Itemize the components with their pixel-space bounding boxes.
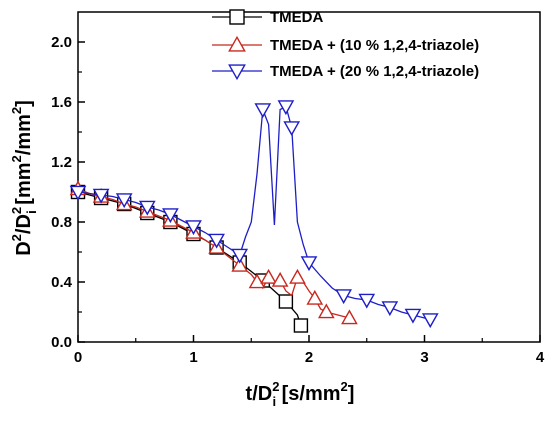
series-1-line xyxy=(77,191,302,326)
x-tick-label: 0 xyxy=(74,349,82,366)
y-title-mid: /D xyxy=(13,214,35,234)
series-layer xyxy=(69,100,439,333)
y-tick-label: 1.2 xyxy=(51,154,72,171)
x-tick-label: 2 xyxy=(305,349,313,366)
x-title-sub: i xyxy=(272,394,276,409)
legend-marker xyxy=(228,35,246,52)
y-title-units-sup2: 2 xyxy=(9,107,24,114)
series-2-point xyxy=(341,309,358,325)
y-tick-label: 0.8 xyxy=(51,214,72,231)
legend-marker xyxy=(228,64,246,81)
series-3-point xyxy=(115,193,133,209)
y-title-units-sup1: 2 xyxy=(9,155,24,162)
y-title-base: D xyxy=(13,241,35,255)
y-tick-label: 1.6 xyxy=(51,94,72,111)
series-3-point xyxy=(283,121,301,137)
series-3-point xyxy=(208,233,225,249)
x-tick-label: 4 xyxy=(536,349,545,366)
series-1-point xyxy=(293,318,309,333)
axis-ticks: 0 1 2 3 4 0.0 0.4 0.8 1.2 1.6 2.0 xyxy=(51,34,545,366)
y-title-units-mid: /mm xyxy=(13,114,35,155)
series-3-point xyxy=(231,248,249,264)
x-title-base: t/D xyxy=(246,383,273,405)
series-2-point xyxy=(306,289,324,305)
series-3-point xyxy=(404,308,422,324)
series-2-point xyxy=(260,268,277,284)
y-title-sup2: 2 xyxy=(9,207,24,214)
series-3-point xyxy=(277,100,295,116)
plot-frame xyxy=(77,11,541,343)
x-title-units-sup: 2 xyxy=(341,379,348,394)
x-title-sup: 2 xyxy=(272,379,279,394)
series-2 xyxy=(69,180,358,325)
series-1 xyxy=(70,184,309,333)
series-3-point xyxy=(69,185,87,201)
y-title-units-end: ] xyxy=(13,100,35,107)
series-3-point xyxy=(254,103,272,119)
y-title-units: [mm xyxy=(13,162,35,210)
series-3-point xyxy=(358,293,376,309)
series-3-point xyxy=(421,313,439,329)
series-3-point xyxy=(185,220,202,236)
legend: TMEDA TMEDA + (10 % 1,2,4-triazole) TMEDA … xyxy=(212,9,479,81)
legend-marker xyxy=(229,9,245,25)
x-tick-label: 3 xyxy=(420,349,428,366)
series-3-point xyxy=(335,289,352,305)
x-axis-title: t/D2 i [s/mm2] xyxy=(246,379,355,409)
series-3-point xyxy=(381,301,399,317)
y-title-sub: i xyxy=(24,210,39,214)
y-title-sup1: 2 xyxy=(9,234,24,241)
y-tick-label: 2.0 xyxy=(51,34,72,51)
series-2-line xyxy=(77,188,350,319)
legend-label: TMEDA + (20 % 1,2,4-triazole) xyxy=(270,63,479,80)
legend-label: TMEDA xyxy=(270,9,323,26)
series-2-point xyxy=(289,268,306,284)
x-title-units: [s/mm xyxy=(276,383,340,405)
series-2-point xyxy=(317,303,335,319)
y-tick-label: 0.4 xyxy=(51,274,73,291)
series-2-point xyxy=(231,256,249,272)
series-3-point xyxy=(138,200,156,216)
series-2-point xyxy=(271,271,289,287)
legend-label: TMEDA + (10 % 1,2,4-triazole) xyxy=(270,37,479,54)
x-tick-label: 1 xyxy=(189,349,197,366)
series-3-point xyxy=(300,256,318,272)
series-1-point xyxy=(278,294,294,309)
series-3-point xyxy=(92,188,110,204)
series-3-point xyxy=(162,208,179,224)
y-tick-label: 0.0 xyxy=(51,334,72,351)
series-2-point xyxy=(248,273,266,289)
x-title-units-end: ] xyxy=(348,383,355,405)
series-3 xyxy=(69,100,439,329)
y-axis-title: D2/D2i [mm2/mm2] xyxy=(9,100,39,256)
